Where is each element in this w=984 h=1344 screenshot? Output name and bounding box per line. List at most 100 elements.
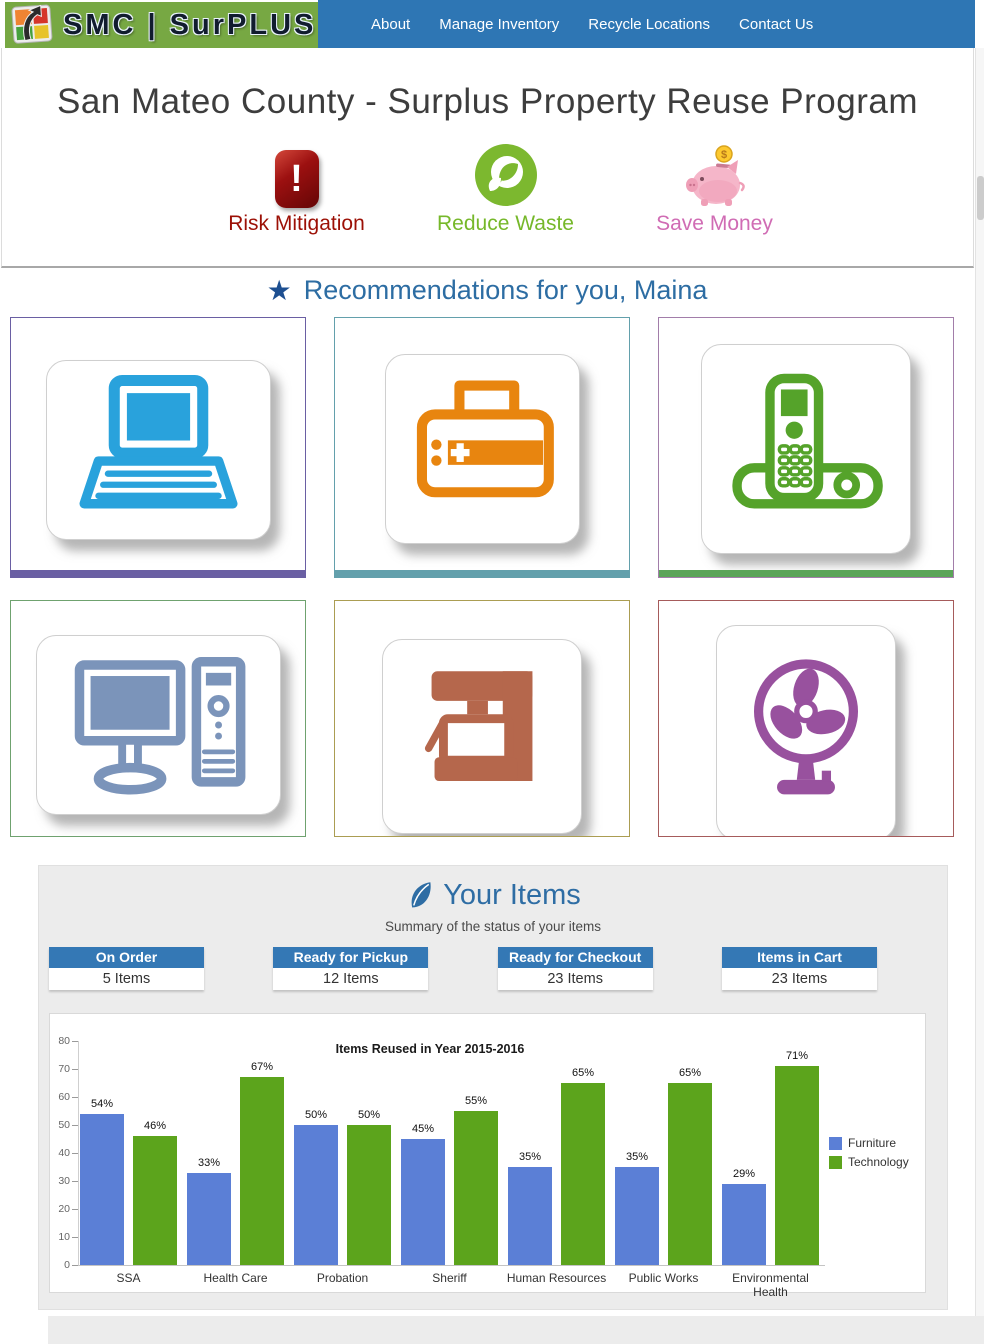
status-row: On Order 5 Items Ready for Pickup 12 Ite… xyxy=(49,947,877,990)
sticker xyxy=(701,344,911,554)
y-tick-mark xyxy=(72,1153,78,1154)
product-card-desktop-computer[interactable] xyxy=(10,600,306,837)
window-arrow-logo-icon xyxy=(11,4,53,44)
product-card-laptop[interactable] xyxy=(10,317,306,578)
bar-furniture-probation xyxy=(294,1125,338,1265)
x-axis-label: Sheriff xyxy=(432,1271,467,1285)
coffee-maker-icon xyxy=(424,671,533,781)
sticker xyxy=(384,354,580,544)
printer-icon xyxy=(416,380,554,498)
bar-value-label: 33% xyxy=(197,1156,221,1169)
bar-value-label: 50% xyxy=(357,1109,381,1121)
y-tick-label: 50 xyxy=(58,1119,70,1131)
y-tick-label: 0 xyxy=(64,1259,70,1271)
bar-technology-public-works xyxy=(668,1083,712,1265)
bar-value-label: 65% xyxy=(571,1067,595,1079)
furniture-swatch-icon xyxy=(829,1136,842,1150)
sticker xyxy=(35,635,281,815)
bar-technology-human-resources xyxy=(561,1083,605,1265)
footer-strip xyxy=(48,1316,984,1344)
y-tick-mark xyxy=(72,1069,78,1070)
card-accent-bar xyxy=(335,570,629,577)
y-tick-label: 10 xyxy=(58,1231,70,1243)
bar-technology-ssa xyxy=(133,1136,177,1265)
bar-value-label: 46% xyxy=(143,1120,167,1133)
bar-technology-sheriff xyxy=(454,1111,498,1265)
bar-value-label: 45% xyxy=(411,1123,435,1135)
vertical-scrollbar[interactable] xyxy=(975,48,984,1344)
desktop-computer-icon xyxy=(74,657,245,795)
chart-title: Items Reused in Year 2015-2016 xyxy=(335,1042,525,1056)
card-accent-bar xyxy=(659,570,953,577)
y-tick-mark xyxy=(72,1041,78,1042)
bar-furniture-ssa xyxy=(80,1113,124,1265)
product-card-coffee-maker[interactable] xyxy=(334,600,630,837)
cordless-phone-icon xyxy=(732,373,883,509)
bar-technology-health-care xyxy=(240,1077,284,1265)
bar-furniture-public-works xyxy=(615,1167,659,1265)
status-box-ready-for-checkout: Ready for Checkout 23 Items xyxy=(497,947,653,990)
feature-label: Save Money xyxy=(656,212,773,235)
x-axis-label: Public Works xyxy=(628,1271,699,1285)
y-tick-label: 60 xyxy=(58,1091,70,1103)
product-card-cordless-phone[interactable] xyxy=(658,317,954,578)
x-axis-label: Environmental Health xyxy=(732,1271,809,1299)
your-items-panel: Your Items Summary of the status of your… xyxy=(38,865,948,1310)
bar-technology-probation xyxy=(347,1125,391,1265)
y-tick-label: 40 xyxy=(58,1147,70,1159)
y-tick-mark xyxy=(72,1265,78,1266)
feature-save-money: $ Save Money xyxy=(610,140,819,236)
y-tick-label: 30 xyxy=(58,1175,70,1187)
nav-item-recycle-locations[interactable]: Recycle Locations xyxy=(588,15,711,33)
status-box-on-order: On Order 5 Items xyxy=(49,947,204,990)
nav-item-about[interactable]: About xyxy=(371,15,411,33)
bar-value-label: 29% xyxy=(732,1167,756,1180)
leaf-icon xyxy=(411,881,431,908)
bar-technology-environmental-health xyxy=(775,1066,819,1265)
product-card-printer[interactable] xyxy=(334,317,630,578)
status-label: On Order xyxy=(49,947,204,968)
scrollbar-thumb[interactable] xyxy=(977,176,984,220)
y-tick-mark xyxy=(72,1181,78,1182)
legend-label: Technology xyxy=(848,1155,909,1169)
feature-row: ! Risk Mitigation Reduce Waste xyxy=(20,140,984,236)
feature-risk-mitigation: ! Risk Mitigation xyxy=(192,140,401,236)
bar-furniture-health-care xyxy=(187,1172,231,1265)
your-items-subtitle: Summary of the status of your items xyxy=(384,919,602,934)
feature-reduce-waste: Reduce Waste xyxy=(401,140,610,236)
technology-swatch-icon xyxy=(829,1155,842,1169)
y-tick-label: 20 xyxy=(58,1203,70,1215)
legend-item-technology: Technology xyxy=(829,1155,909,1169)
svg-text:$: $ xyxy=(720,149,726,161)
y-tick-mark xyxy=(72,1237,78,1238)
your-items-heading: Your Items xyxy=(39,879,947,912)
x-axis-label: Human Resources xyxy=(506,1271,607,1285)
x-axis-label: Probation xyxy=(316,1271,369,1285)
y-tick-label: 70 xyxy=(58,1063,70,1075)
laptop-icon xyxy=(79,374,237,509)
status-box-ready-for-pickup: Ready for Pickup 12 Items xyxy=(273,947,429,990)
sticker xyxy=(45,360,271,540)
your-items-heading-text: Your Items xyxy=(443,879,581,911)
product-card-fan[interactable] xyxy=(658,600,954,837)
y-tick-mark xyxy=(72,1125,78,1126)
status-count: 23 Items xyxy=(497,968,653,990)
bar-value-label: 65% xyxy=(678,1067,702,1079)
exclamation-badge-icon: ! xyxy=(274,150,319,208)
status-box-items-in-cart: Items in Cart 23 Items xyxy=(721,947,877,990)
status-label: Items in Cart xyxy=(721,947,877,968)
feature-label: Reduce Waste xyxy=(437,212,574,235)
nav-item-manage-inventory[interactable]: Manage Inventory xyxy=(439,15,560,33)
bar-furniture-sheriff xyxy=(401,1139,445,1265)
y-tick-label: 80 xyxy=(58,1035,70,1047)
nav-item-contact-us[interactable]: Contact Us xyxy=(739,15,814,33)
brand-logo[interactable]: SMC | SurPLUS xyxy=(5,2,318,48)
logo-text: SMC | SurPLUS xyxy=(63,8,317,41)
sticker xyxy=(382,639,582,834)
bar-value-label: 50% xyxy=(304,1109,328,1121)
x-axis xyxy=(78,1265,825,1266)
bar-furniture-human-resources xyxy=(508,1167,552,1265)
bar-value-label: 35% xyxy=(625,1151,649,1163)
items-reused-chart: Items Reused in Year 2015-2016 0 10 20 30 40… xyxy=(49,1013,926,1299)
y-tick-mark xyxy=(72,1097,78,1098)
